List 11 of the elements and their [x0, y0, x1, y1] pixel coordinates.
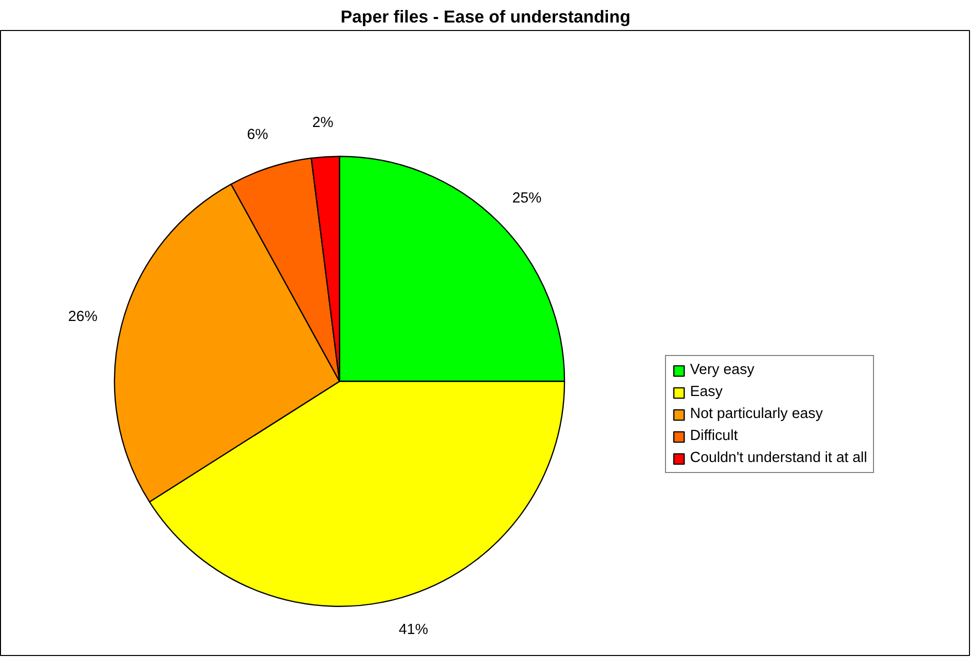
chart-title: Paper files - Ease of understanding [340, 6, 630, 26]
data-label: 6% [247, 127, 268, 144]
legend-label: Very easy [690, 362, 754, 378]
legend-label: Difficult [690, 428, 738, 444]
data-label: 26% [68, 308, 98, 325]
data-label: 2% [312, 115, 334, 132]
legend-label: Not particularly easy [690, 406, 823, 422]
data-label: 25% [512, 190, 542, 206]
legend-label: Couldn't understand it at all [690, 450, 868, 466]
legend-label: Easy [690, 384, 723, 400]
data-label: 41% [398, 622, 428, 638]
